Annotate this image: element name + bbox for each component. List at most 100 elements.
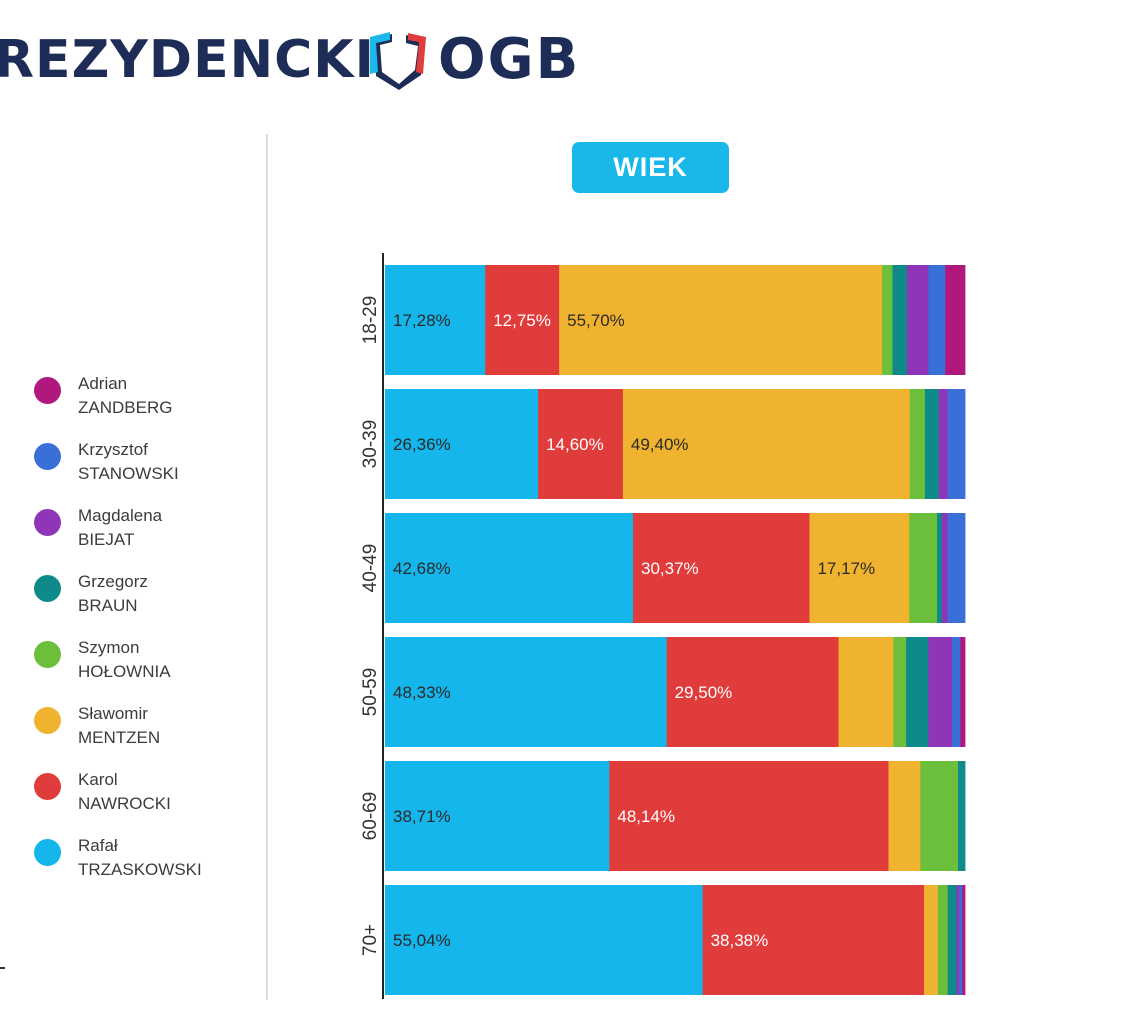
bar-segment [941,513,948,623]
bar-segment [622,389,911,499]
bar-segment [888,761,921,871]
bar-segment [632,513,810,623]
category-tick-label: 30-39 [360,420,381,469]
bar-segment [960,637,966,747]
bar-segment [938,389,948,499]
bar-segment [385,885,703,995]
bar-segment [907,265,929,375]
legend-first-name: Karol [78,770,118,789]
data-label: 17,17% [817,559,875,578]
legend-first-name: Krzysztof [78,440,148,459]
data-label: 48,33% [393,683,451,702]
logo-text: OGB [438,27,581,92]
legend-label: Krzysztof STANOWSKI [78,438,179,486]
bar-segment [385,761,610,871]
legend-label: Szymon HOŁOWNIA [78,636,171,684]
bar-segment [892,265,908,375]
legend-swatch-icon [34,839,61,866]
legend-first-name: Sławomir [78,704,148,723]
bar-segment [385,265,486,375]
vertical-divider [266,134,268,1000]
legend-swatch-icon [34,509,61,536]
legend-last-name: TRZASKOWSKI [78,860,202,879]
category-tick-label: 40-49 [360,544,381,593]
data-label: 26,36% [393,435,451,454]
data-label: 55,04% [393,931,451,950]
bar-segment [920,761,959,871]
legend-last-name: STANOWSKI [78,464,179,483]
edge-mark [0,967,5,969]
bar-segment [952,637,961,747]
data-label: 38,38% [711,931,769,950]
legend-last-name: BRAUN [78,596,138,615]
bar-segment [947,513,966,623]
stacked-bar-chart: 17,28% 12,75% 55,70% 18-29 26,36% 14,60% 49,40… [360,253,966,999]
bar-segment [485,265,560,375]
legend-swatch-icon [34,773,61,800]
bar-segment [538,389,624,499]
ogb-logo-icon [370,32,426,90]
legend-last-name: BIEJAT [78,530,135,549]
data-label: 42,68% [393,559,451,578]
bar-segment [928,637,953,747]
bar-segment [924,885,939,995]
category-tick-label: 18-29 [360,296,381,345]
legend-first-name: Magdalena [78,506,163,525]
legend-last-name: NAWROCKI [78,794,171,813]
bar-segment [956,885,960,995]
bar-segment [838,637,894,747]
bar-segment [958,761,966,871]
legend-first-name: Szymon [78,638,140,657]
legend-label: Grzegorz BRAUN [78,570,148,618]
data-label: 14,60% [546,435,604,454]
data-label: 49,40% [631,435,689,454]
data-label: 30,37% [641,559,699,578]
category-tick-label: 60-69 [360,792,381,841]
data-label: 55,70% [567,311,625,330]
bar-segment [882,265,893,375]
bar-segment [959,885,963,995]
bar-segment [809,513,910,623]
legend-label: Adrian ZANDBERG [78,372,172,420]
data-label: 29,50% [675,683,733,702]
bar-segment [666,637,839,747]
bar-segment [702,885,925,995]
bar-segment [962,885,966,995]
legend-label: Magdalena BIEJAT [78,504,162,552]
bar-segment [924,389,940,499]
data-label: 48,14% [617,807,675,826]
bar-segment [893,637,907,747]
legend-first-name: Adrian [78,374,128,393]
data-label: 38,71% [393,807,451,826]
bar-segment [937,513,943,623]
data-label: 12,75% [493,311,551,330]
legend-label: Rafał TRZASKOWSKI [78,834,202,882]
legend-last-name: MENTZEN [78,728,161,747]
legend-swatch-icon [34,575,61,602]
legend-last-name: ZANDBERG [78,398,173,417]
bar-segment [559,265,883,375]
bar-segment [947,885,957,995]
category-tick-label: 70+ [360,924,381,956]
legend-last-name: HOŁOWNIA [78,662,171,681]
legend-swatch-icon [34,443,61,470]
data-label: 17,28% [393,311,451,330]
bar-segment [947,389,966,499]
category-tick-label: 50-59 [360,668,381,717]
chart-title-badge: WIEK [572,142,729,193]
bar-segment [909,513,938,623]
bar-segment [937,885,949,995]
bar-segment [609,761,889,871]
bar-segment [945,265,966,375]
legend-label: Sławomir MENTZEN [78,702,160,750]
bar-segment [928,265,946,375]
legend-first-name: Grzegorz [78,572,148,591]
bar-segment [909,389,926,499]
page-title: REZYDENCKI [0,30,375,90]
legend-swatch-icon [34,641,61,668]
bar-segment [385,637,668,747]
bar-segment [906,637,929,747]
bar-segment [385,513,634,623]
legend-swatch-icon [34,707,61,734]
bar-segment [385,389,539,499]
